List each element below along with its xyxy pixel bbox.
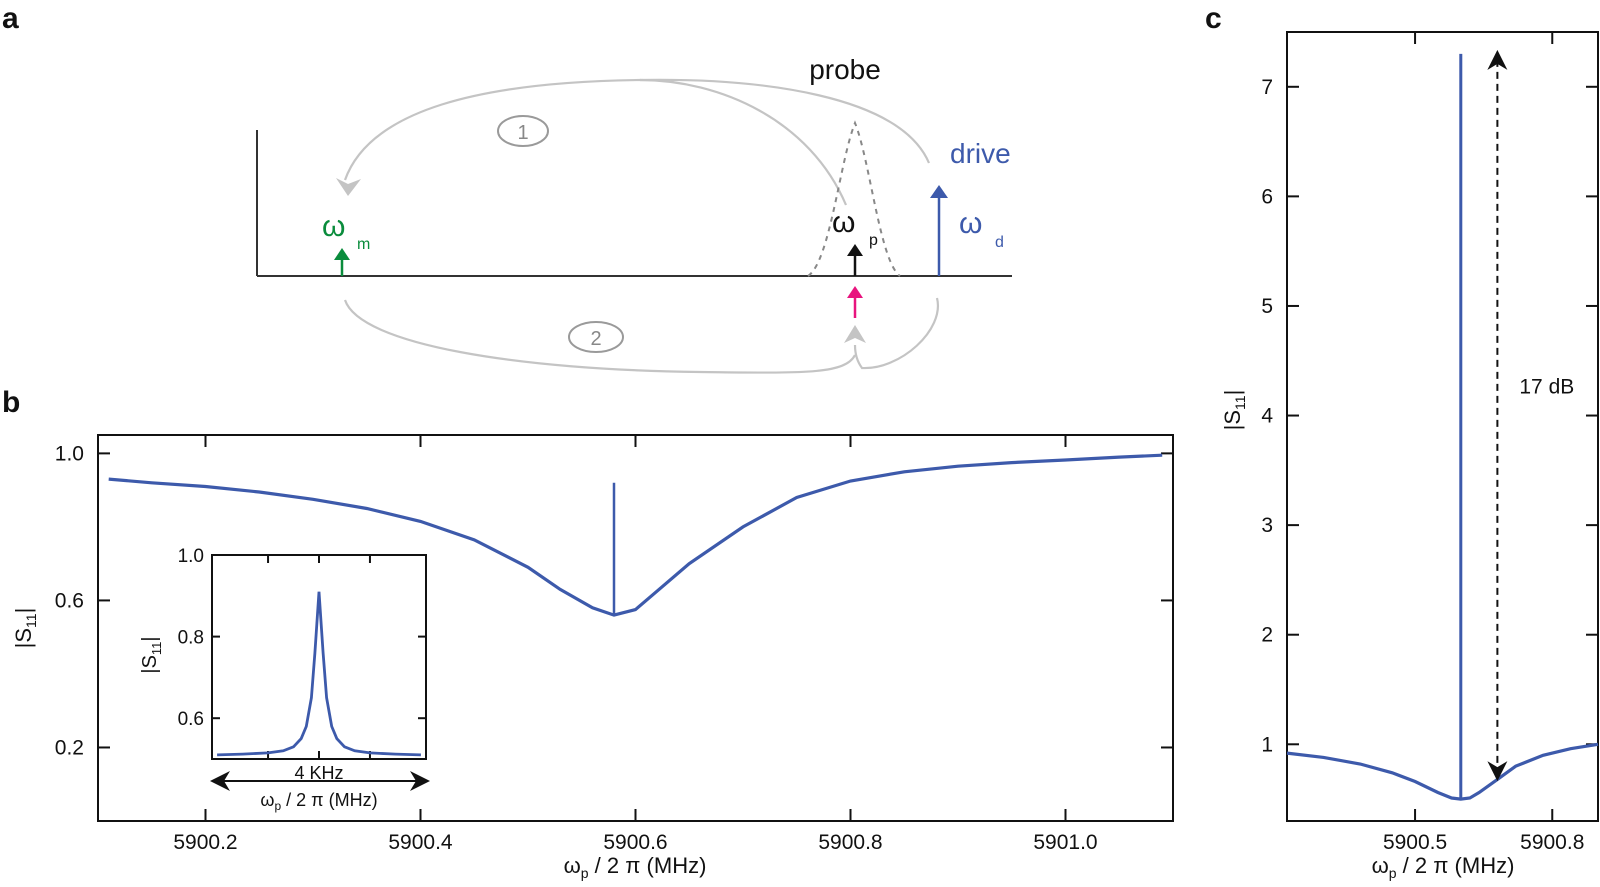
x-tick-label: 5900.2 <box>173 831 237 854</box>
x-tick-label: 5900.4 <box>388 831 453 854</box>
omega-d-sub: d <box>995 234 1004 251</box>
inset-frame <box>211 554 427 760</box>
process-path-1 <box>343 78 931 181</box>
panel-c-xlabel-sub: p <box>1389 865 1397 881</box>
process-path-1-branch <box>639 78 848 206</box>
omega-p-sub: p <box>869 232 878 249</box>
process-1-badge <box>497 115 549 147</box>
inset-ylabel-end: | <box>139 636 161 641</box>
panel-c-ylabel: |S11| <box>1220 390 1248 431</box>
y-tick-label: 2 <box>1261 624 1273 647</box>
y-tick-label: 0.6 <box>55 589 84 612</box>
y-tick-label: 6 <box>1261 185 1273 208</box>
x-tick-label: 5900.8 <box>818 831 882 854</box>
panel-c-trace <box>1286 742 1599 801</box>
process-1-arrowhead <box>336 178 361 196</box>
x-tick-label: 5900.8 <box>1520 831 1584 854</box>
panel-a: a 1 2 ω m ω p ω d pr <box>2 2 1012 374</box>
process-path-2 <box>343 299 856 374</box>
sideband-arrowhead <box>847 286 863 298</box>
y-tick-label: 4 <box>1261 405 1273 428</box>
panel-b-trace <box>108 453 1163 617</box>
panel-c-ylabel-main: |S <box>1220 410 1245 430</box>
panel-c: c 5900.5 5900.8 1 2 3 4 5 6 7 17 dB |S11| ωp / 2… <box>1205 2 1599 881</box>
inset-xlabel: ωp / 2 π (MHz) <box>260 790 377 813</box>
panel-b-ylabel-end: | <box>11 608 36 614</box>
panel-b-ylabel-main: |S <box>11 628 36 648</box>
y-tick-label: 7 <box>1261 76 1273 99</box>
probe-label: probe <box>809 54 881 85</box>
panel-c-xlabel: ωp / 2 π (MHz) <box>1372 853 1515 881</box>
inset-ylabel: |S11| <box>139 636 164 673</box>
inset-y-tick-label: 0.8 <box>178 628 204 649</box>
omega-p-symbol: ω <box>832 206 855 239</box>
y-tick-label: 3 <box>1261 514 1273 537</box>
x-tick-label: 5900.6 <box>603 831 667 854</box>
process-2-arrowhead <box>844 325 866 343</box>
panel-c-ylabel-end: | <box>1220 390 1245 396</box>
panel-c-xlabel-main: ω <box>1372 853 1389 878</box>
panel-b-inset: 0.6 0.8 1.0 |S11| 4 KHz ωp / 2 π (MHz) <box>139 546 430 813</box>
inset-ticks: 0.6 0.8 1.0 <box>178 546 426 759</box>
inset-y-tick-label: 0.6 <box>178 709 204 730</box>
panel-b-xlabel-main: ω <box>564 853 581 878</box>
drive-label: drive <box>950 138 1011 169</box>
drive-arrowhead <box>930 185 948 198</box>
process-2-badge <box>568 321 624 353</box>
panel-b-xlabel-sub: p <box>581 865 589 881</box>
process-path-2-branch <box>853 297 940 370</box>
omega-d-symbol: ω <box>959 207 982 240</box>
inset-span-label: 4 KHz <box>294 763 343 783</box>
inset-y-tick-label: 1.0 <box>178 546 204 567</box>
inset-xlabel-rest: / 2 π (MHz) <box>281 790 377 810</box>
panel-letter-c: c <box>1205 2 1222 35</box>
omega-m-symbol: ω <box>322 210 345 243</box>
process-1-label: 1 <box>517 122 528 144</box>
inset-ylabel-sub: 11 <box>149 642 164 656</box>
omega-m-arrowhead <box>334 248 350 260</box>
probe-lineshape <box>807 120 901 277</box>
inset-xlabel-sub: p <box>274 799 281 813</box>
y-tick-label: 5 <box>1261 295 1273 318</box>
y-tick-label: 0.2 <box>55 736 84 759</box>
panel-b-xlabel-rest: / 2 π (MHz) <box>589 853 707 878</box>
process-2-label: 2 <box>590 328 601 350</box>
panel-c-ylabel-sub: 11 <box>1232 395 1248 410</box>
panel-c-17db-label: 17 dB <box>1519 376 1574 399</box>
panel-b-ticks: 5900.2 5900.4 5900.6 5900.8 5901.0 0.2 0.6 1.0 <box>55 435 1173 854</box>
omega-p-arrowhead <box>847 244 863 256</box>
x-tick-label: 5900.5 <box>1383 831 1447 854</box>
panel-b: b 5900.2 5900.4 5900.6 5900.8 5901.0 0.2 0.6 1.… <box>2 386 1174 881</box>
panel-b-xlabel: ωp / 2 π (MHz) <box>564 853 707 881</box>
y-tick-label: 1.0 <box>55 442 84 465</box>
panel-c-ticks: 5900.5 5900.8 1 2 3 4 5 6 7 <box>1261 32 1598 854</box>
panel-c-frame <box>1286 31 1599 822</box>
inset-xlabel-main: ω <box>260 790 274 810</box>
omega-m-sub: m <box>357 236 370 253</box>
y-tick-label: 1 <box>1261 733 1273 756</box>
panel-letter-a: a <box>2 2 19 35</box>
x-tick-label: 5901.0 <box>1033 831 1097 854</box>
panel-letter-b: b <box>2 386 20 419</box>
panel-c-xlabel-rest: / 2 π (MHz) <box>1397 853 1515 878</box>
inset-trace <box>217 591 421 757</box>
inset-ylabel-main: |S <box>139 655 161 674</box>
panel-b-ylabel-sub: 11 <box>23 613 39 628</box>
panel-b-ylabel: |S11| <box>11 608 39 649</box>
